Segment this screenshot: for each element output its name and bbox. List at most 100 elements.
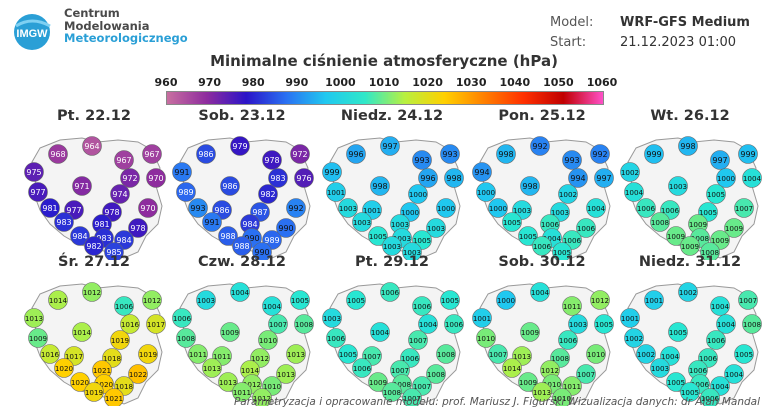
station-value: 1014 xyxy=(73,328,92,337)
colorbar-tick-960: 960 xyxy=(154,76,178,89)
station-value: 1006 xyxy=(563,236,582,245)
station-marker xyxy=(444,168,464,188)
station-marker xyxy=(120,314,140,334)
station-marker xyxy=(82,282,102,302)
station-value: 1003 xyxy=(197,296,215,305)
station-marker xyxy=(82,136,102,156)
station-marker xyxy=(202,358,222,378)
station-marker xyxy=(680,236,700,256)
station-value: 1007 xyxy=(413,382,431,391)
station-marker xyxy=(426,218,446,238)
station-marker xyxy=(476,182,496,202)
station-value: 1006 xyxy=(381,288,400,297)
station-value: 996 xyxy=(420,174,435,183)
station-marker xyxy=(146,168,166,188)
station-value: 1005 xyxy=(369,232,387,241)
colorbar-tick-1050: 1050 xyxy=(543,76,574,89)
station-value: 1008 xyxy=(383,388,402,397)
station-marker xyxy=(262,150,282,170)
station-marker xyxy=(650,358,670,378)
station-value: 1012 xyxy=(541,366,559,375)
station-marker xyxy=(568,168,588,188)
station-value: 986 xyxy=(214,206,229,215)
station-marker xyxy=(138,198,158,218)
station-marker xyxy=(142,144,162,164)
station-value: 1008 xyxy=(437,350,456,359)
station-marker xyxy=(402,388,422,406)
station-marker xyxy=(742,314,762,334)
station-value: 994 xyxy=(570,174,585,183)
station-marker xyxy=(558,330,578,350)
station-value: 986 xyxy=(222,182,237,191)
station-value: 1006 xyxy=(327,334,346,343)
station-value: 997 xyxy=(596,174,611,183)
station-marker xyxy=(476,328,496,348)
station-value: 967 xyxy=(116,156,131,165)
station-value: 1005 xyxy=(735,350,753,359)
station-value: 1006 xyxy=(577,224,596,233)
station-marker xyxy=(286,198,306,218)
station-marker xyxy=(352,358,372,378)
map-title: Minimalne ciśnienie atmosferyczne (hPa) xyxy=(210,52,558,70)
station-value: 976 xyxy=(296,174,311,183)
map-day-label: Czw. 28.12 xyxy=(198,254,286,270)
station-marker xyxy=(586,344,606,364)
colorbar xyxy=(166,91,604,105)
station-value: 977 xyxy=(30,188,45,197)
station-value: 1005 xyxy=(669,328,687,337)
station-marker xyxy=(120,168,140,188)
station-value: 977 xyxy=(66,206,81,215)
station-marker xyxy=(176,328,196,348)
station-marker xyxy=(218,226,238,246)
station-value: 984 xyxy=(242,220,257,229)
station-marker xyxy=(268,168,288,188)
station-value: 1010 xyxy=(477,334,496,343)
station-marker xyxy=(502,358,522,378)
station-marker xyxy=(594,314,614,334)
poland-map: 999 998 997 999 1002 1000 1004 1004 1003 1005 1006… xyxy=(620,136,762,260)
station-marker xyxy=(188,198,208,218)
station-value: 998 xyxy=(372,182,387,191)
station-value: 1009 xyxy=(521,328,540,337)
station-value: 1009 xyxy=(711,236,730,245)
station-value: 1010 xyxy=(263,382,282,391)
station-value: 1010 xyxy=(543,380,562,389)
station-value: 970 xyxy=(140,204,155,213)
station-value: 994 xyxy=(474,168,489,177)
station-value: 978 xyxy=(130,224,145,233)
station-marker xyxy=(258,330,278,350)
station-value: 1017 xyxy=(65,352,83,361)
station-value: 990 xyxy=(278,224,293,233)
station-value: 1002 xyxy=(679,288,697,297)
station-marker xyxy=(172,308,192,328)
station-value: 1011 xyxy=(233,388,251,397)
station-value: 1006 xyxy=(689,366,708,375)
station-value: 1006 xyxy=(661,206,680,215)
station-value: 1003 xyxy=(393,234,411,243)
station-value: 1021 xyxy=(93,366,111,375)
station-value: 1003 xyxy=(569,320,587,329)
map-day-label: Sob. 30.12 xyxy=(498,254,586,270)
station-value: 996 xyxy=(348,150,363,159)
station-value: 1004 xyxy=(625,188,644,197)
station-value: 1013 xyxy=(203,364,221,373)
station-value: 1006 xyxy=(401,354,420,363)
station-value: 1002 xyxy=(559,190,577,199)
station-value: 1003 xyxy=(383,242,401,251)
station-marker xyxy=(104,388,124,406)
station-value: 989 xyxy=(264,236,279,245)
station-value: 982 xyxy=(86,242,101,251)
station-value: 1005 xyxy=(519,232,537,241)
map-day-label: Śr. 27.12 xyxy=(58,254,130,270)
station-marker xyxy=(706,184,726,204)
station-value: 998 xyxy=(680,142,695,151)
station-value: 997 xyxy=(712,156,727,165)
station-value: 1006 xyxy=(699,354,718,363)
station-value: 1020 xyxy=(55,364,74,373)
station-marker xyxy=(724,364,744,384)
station-value: 979 xyxy=(232,142,247,151)
station-marker xyxy=(412,150,432,170)
station-value: 1006 xyxy=(701,394,720,403)
station-value: 998 xyxy=(522,182,537,191)
